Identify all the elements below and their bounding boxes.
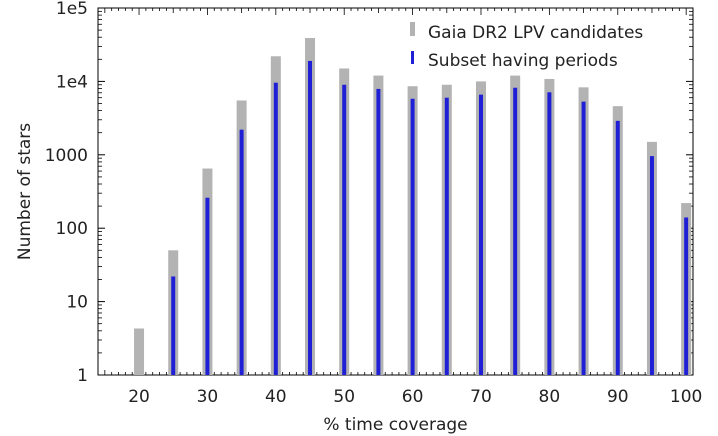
bar-gaia-candidates <box>134 328 145 375</box>
x-tick-label: 50 <box>333 387 355 407</box>
bar-subset-periods <box>615 120 620 375</box>
bar-subset-periods <box>581 101 586 375</box>
x-tick-label: 60 <box>402 387 424 407</box>
x-tick-label: 30 <box>197 387 219 407</box>
legend-label-subset-periods: Subset having periods <box>428 51 618 71</box>
bar-subset-periods <box>649 156 654 375</box>
x-tick-label: 20 <box>128 387 150 407</box>
y-tick-label: 1e5 <box>56 0 88 19</box>
bar-subset-periods <box>342 84 347 375</box>
legend-swatch-gaia-candidates <box>410 22 415 36</box>
bar-subset-periods <box>444 97 449 375</box>
x-axis-title: % time coverage <box>323 415 467 435</box>
bar-subset-periods <box>513 87 518 375</box>
legend-swatch-subset-periods <box>411 51 414 64</box>
y-tick-label: 1000 <box>45 146 88 166</box>
bar-subset-periods <box>547 92 552 376</box>
x-tick-label: 40 <box>265 387 287 407</box>
y-tick-label: 10 <box>66 293 88 313</box>
bar-subset-periods <box>273 82 278 375</box>
bar-subset-periods <box>684 217 689 375</box>
y-tick-label: 100 <box>56 219 88 239</box>
y-tick-label: 1 <box>77 366 88 386</box>
bar-subset-periods <box>478 94 483 375</box>
x-tick-label: 70 <box>470 387 492 407</box>
x-tick-label: 80 <box>539 387 561 407</box>
legend: Gaia DR2 LPV candidates Subset having pe… <box>410 22 643 71</box>
plot-area: 1 10 100 1000 1e4 1e5 20 30 40 50 60 70 80 90 100 <box>45 0 703 407</box>
x-tick-label: 100 <box>670 387 702 407</box>
bar-subset-periods <box>376 88 381 375</box>
bar-subset-periods <box>308 60 313 376</box>
y-axis-title: Number of stars <box>15 123 35 260</box>
x-tick-label: 90 <box>607 387 629 407</box>
plot-frame <box>97 7 694 376</box>
bar-subset-periods <box>205 197 210 375</box>
bar-subset-periods <box>410 98 415 376</box>
bar-subset-periods <box>239 129 244 375</box>
bar-subset-periods <box>171 276 176 375</box>
legend-label-gaia-candidates: Gaia DR2 LPV candidates <box>428 23 643 43</box>
y-tick-label: 1e4 <box>56 72 88 92</box>
